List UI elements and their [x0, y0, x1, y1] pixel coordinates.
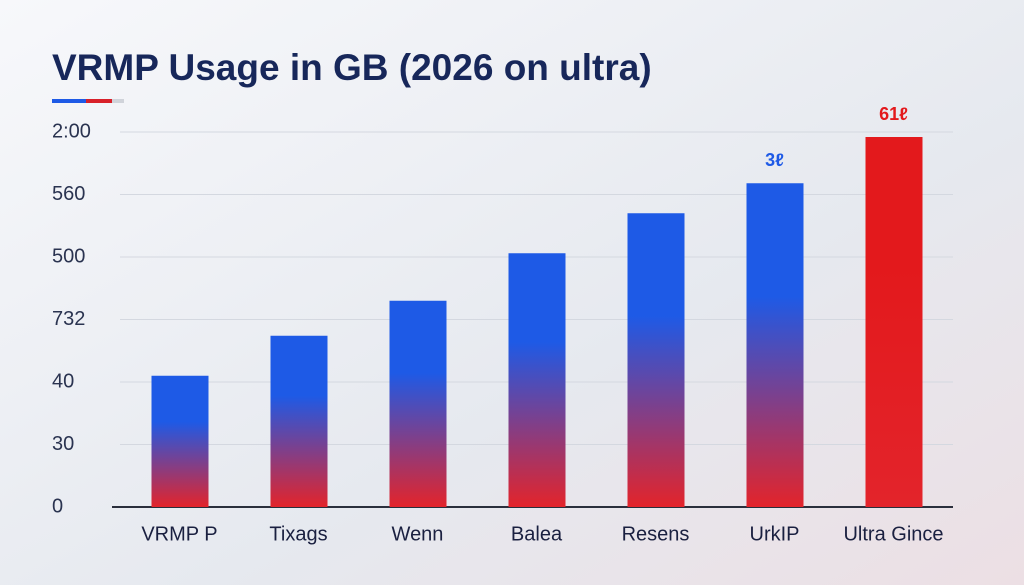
bar [627, 213, 685, 507]
bar [508, 253, 566, 507]
value-label: 3ℓ [765, 150, 784, 170]
bar [270, 335, 328, 507]
x-tick-label: Wenn [392, 523, 444, 545]
y-tick-label: 560 [52, 183, 85, 205]
y-tick-label: 732 [52, 308, 85, 330]
y-tick-label: 30 [52, 433, 74, 455]
y-tick-label: 0 [52, 495, 63, 517]
chart-title: VRMP Usage in GB (2026 on ultra) [52, 47, 652, 88]
bar [151, 375, 209, 507]
x-tick-label: Balea [511, 523, 563, 545]
bar [865, 137, 923, 507]
y-tick-label: 2:00 [52, 120, 91, 142]
x-tick-label: Ultra Gince [843, 523, 943, 545]
x-tick-label: Resens [622, 523, 690, 545]
x-tick-label: VRMP P [141, 523, 217, 545]
y-tick-label: 40 [52, 370, 74, 392]
title-accent [86, 99, 112, 103]
title-accent [52, 99, 86, 103]
x-tick-label: Tixags [269, 523, 327, 545]
bar [746, 183, 804, 507]
y-tick-label: 500 [52, 245, 85, 267]
title-accent [112, 99, 124, 103]
value-label: 61ℓ [879, 104, 908, 124]
bar [389, 300, 447, 507]
x-tick-label: UrkIP [750, 523, 800, 545]
